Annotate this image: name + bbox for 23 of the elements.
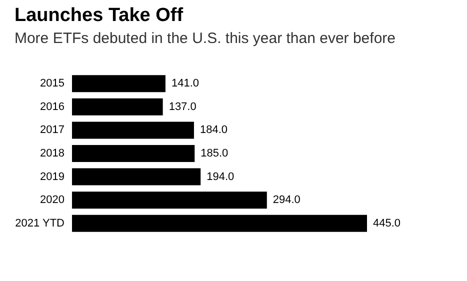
bar [72,145,195,162]
data-label: 137.0 [168,100,196,113]
data-label: 141.0 [171,78,200,90]
bar [72,122,194,139]
y-tick-label: 2016 [40,100,64,113]
y-tick-label: 2018 [40,148,64,160]
bar [72,98,163,116]
y-tick-label: 2017 [40,124,64,136]
data-label: 184.0 [200,124,228,136]
bar [72,168,201,186]
y-tick-label: 2019 [40,170,64,183]
y-tick-label: 2015 [40,78,64,90]
data-label: 194.0 [206,170,234,183]
y-tick-label: 2020 [40,194,64,206]
chart-subtitle: More ETFs debuted in the U.S. this year than ever before [14,30,396,47]
data-label: 185.0 [200,148,228,160]
y-tick-label: 2021 YTD [15,217,65,230]
bar [72,75,166,92]
bar [72,214,367,232]
bar [72,192,267,209]
data-label: 294.0 [272,194,300,206]
chart-title: Launches Take Off [14,5,184,26]
data-label: 445.0 [373,217,401,230]
